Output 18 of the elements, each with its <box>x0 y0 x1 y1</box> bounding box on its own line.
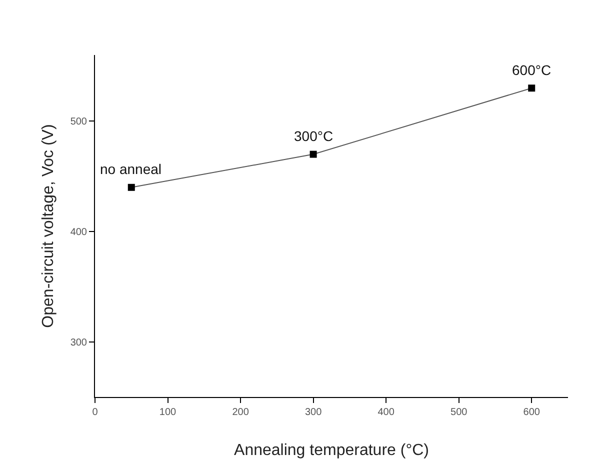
x-axis-title: Annealing temperature (°C) <box>234 442 429 459</box>
x-tick-label: 100 <box>159 407 177 418</box>
y-axis-title: Open-circuit voltage, Voc (V) <box>40 124 57 328</box>
annotation: no anneal <box>100 161 162 177</box>
x-tick-label: 400 <box>378 407 395 418</box>
point <box>128 184 135 191</box>
x-tick-label: 0 <box>92 407 98 418</box>
x-tick-label: 600 <box>523 407 540 418</box>
y-tick-label: 300 <box>70 337 88 348</box>
y-tick-label: 400 <box>70 227 88 238</box>
x-tick-label: 500 <box>450 407 468 418</box>
point <box>310 150 317 158</box>
annotation: 300°C <box>294 128 334 144</box>
annotation: 600°C <box>512 62 552 78</box>
y-tick-label: 500 <box>70 116 88 128</box>
x-tick-label: 300 <box>304 407 322 418</box>
x-tick-label: 200 <box>232 407 250 418</box>
point <box>528 84 536 92</box>
